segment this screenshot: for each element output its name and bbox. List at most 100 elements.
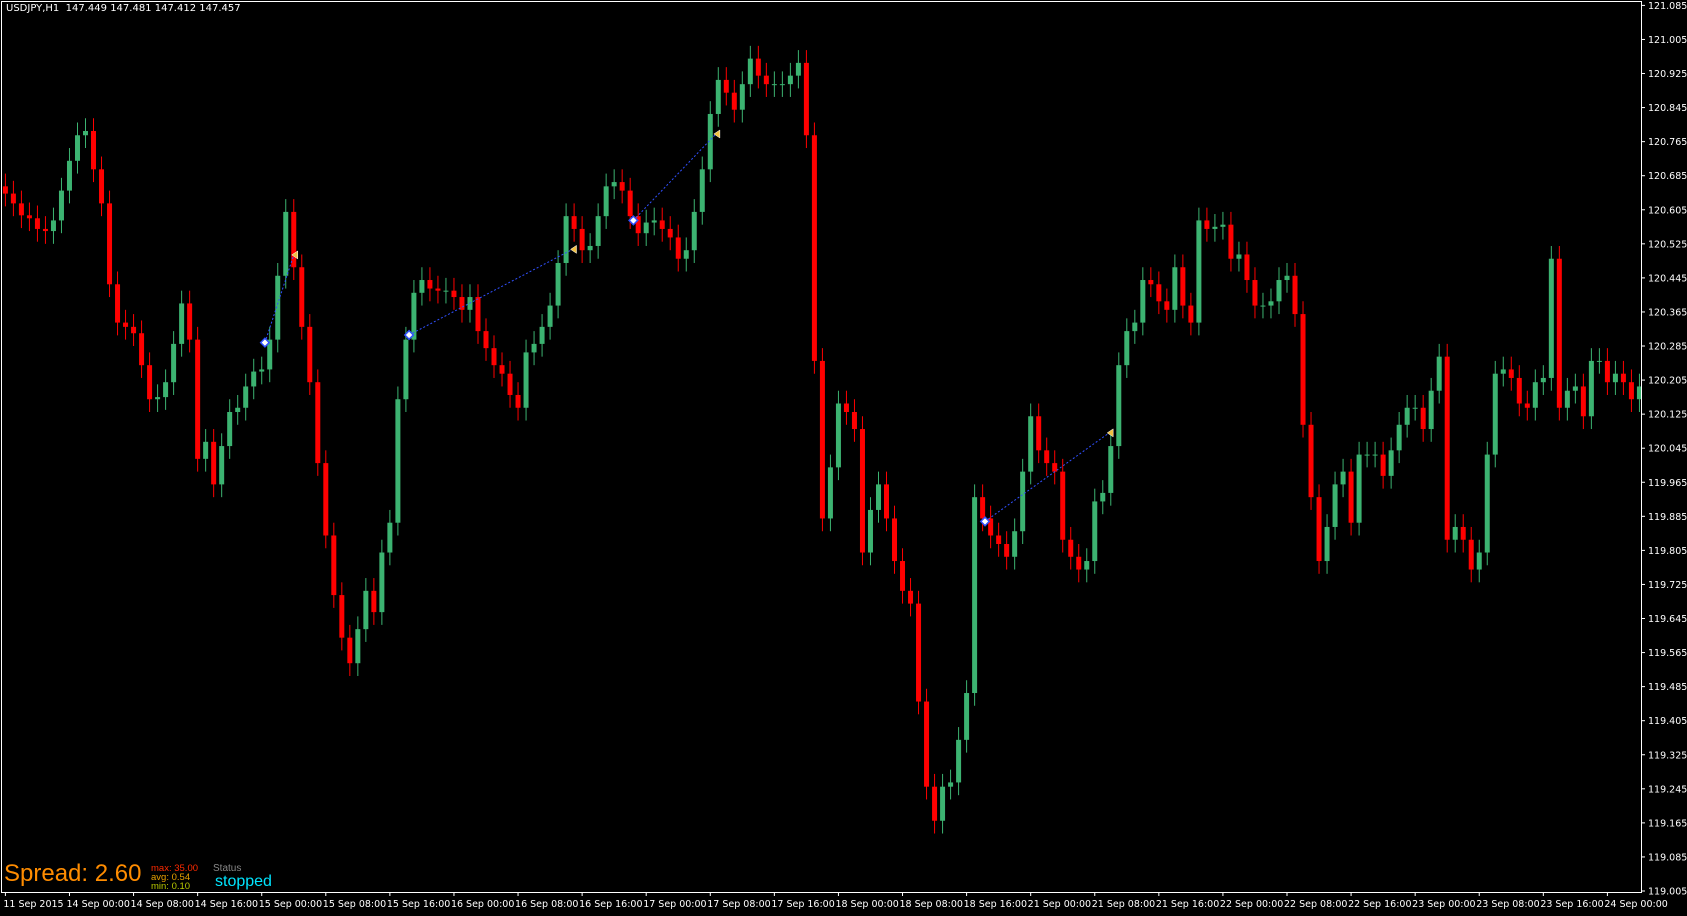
trade-open-marker [259, 337, 271, 348]
candle-bear [115, 284, 121, 323]
candle-bull [739, 84, 745, 110]
candle-bull [1084, 561, 1090, 570]
candle-bear [627, 190, 633, 217]
price-tick-label: 121.005 [1648, 35, 1687, 46]
candle-bear [1628, 382, 1634, 400]
candle-bear [347, 637, 353, 664]
time-tick-label: 21 Sep 08:00 [1092, 899, 1155, 910]
candle-bull [715, 79, 721, 114]
candle-bear [988, 518, 994, 536]
price-tick-label: 119.165 [1648, 818, 1687, 829]
candle-bull [251, 371, 257, 387]
candle-bull [1012, 531, 1018, 557]
price-tick-label: 119.725 [1648, 580, 1687, 591]
candle-bull [827, 467, 833, 519]
time-tick-label: 15 Sep 16:00 [387, 899, 450, 910]
candle-bull [1132, 322, 1138, 332]
candle-bull [235, 407, 241, 413]
candle-bull [1372, 454, 1378, 456]
candle-bull [1572, 386, 1578, 391]
candle-bull [867, 509, 873, 553]
candle-bull [587, 245, 593, 251]
candle-bull [395, 399, 401, 523]
candle-bear [884, 484, 889, 519]
candle-bull [611, 182, 617, 187]
candle-bear [843, 403, 849, 413]
time-tick-label: 11 Sep 2015 [3, 899, 63, 910]
candle-bear [91, 131, 97, 170]
price-tick-label: 120.205 [1648, 376, 1687, 387]
candle-bull [563, 216, 569, 263]
candle-bear [299, 267, 305, 327]
candle-bull [58, 190, 64, 221]
candle-bear [1508, 369, 1514, 378]
candle-bear [1420, 407, 1426, 430]
price-tick-label: 120.365 [1648, 307, 1687, 318]
candle-bull [275, 275, 281, 340]
candle-bear [1228, 224, 1234, 259]
price-tick-label: 119.085 [1648, 852, 1687, 863]
price-tick-label: 120.125 [1648, 410, 1687, 421]
candle-bull [1452, 526, 1458, 540]
candle-bear [635, 216, 641, 234]
candle-bull [595, 216, 601, 246]
candle-bear [892, 518, 898, 562]
candle-bull [940, 786, 946, 821]
candle-bull [1548, 258, 1554, 378]
candle-bear [859, 429, 865, 553]
candle-bull [547, 305, 553, 327]
price-tick-label: 120.605 [1648, 205, 1687, 216]
avg-value: 0.54 [171, 872, 191, 883]
trade-close-marker [570, 244, 577, 254]
candle-bear [99, 169, 105, 204]
candle-bear [307, 326, 313, 383]
candle-bull [1540, 377, 1546, 383]
time-tick-label: 15 Sep 00:00 [259, 899, 322, 910]
candle-bull [1324, 526, 1330, 562]
candle-bear [475, 297, 481, 332]
price-tick-label: 119.325 [1648, 750, 1687, 761]
candle-bull [779, 84, 785, 86]
symbol-label: USDJPY,H1 [6, 3, 60, 14]
candle-bear [1444, 356, 1450, 540]
candle-bear [371, 590, 377, 613]
price-tick-label: 119.885 [1648, 512, 1687, 523]
candle-bear [34, 218, 40, 229]
candle-bear [1516, 377, 1522, 404]
time-tick-label: 18 Sep 16:00 [964, 899, 1027, 910]
time-tick-label: 23 Sep 08:00 [1476, 899, 1539, 910]
candle-bear [675, 237, 681, 259]
candle-bear [515, 394, 521, 408]
candle-bear [147, 365, 153, 400]
price-tick-label: 119.565 [1648, 648, 1687, 659]
candle-bull [203, 441, 209, 459]
candle-bull [787, 75, 793, 85]
candle-bull [1492, 373, 1498, 455]
candle-bear [491, 348, 497, 366]
time-tick-label: 17 Sep 00:00 [643, 899, 706, 910]
candle-bull [1124, 331, 1130, 366]
candle-bull [875, 484, 881, 510]
candle-bear [139, 333, 145, 366]
candle-bull [771, 84, 777, 86]
candle-bull [419, 280, 425, 293]
price-tick-label: 120.685 [1648, 171, 1687, 182]
candle-bull [1396, 424, 1402, 451]
candle-bear [1556, 258, 1562, 408]
candle-bear [131, 326, 137, 334]
candle-bull [74, 135, 80, 161]
candle-bear [851, 412, 857, 430]
candle-bull [1284, 275, 1290, 281]
candle-bear [435, 288, 441, 291]
candle-bull [267, 339, 273, 370]
price-axis[interactable]: 121.085 121.005 120.925 120.845 120.765 120.6… [1641, 1, 1687, 898]
time-axis[interactable]: 11 Sep 2015 14 Sep 00:00 14 Sep 08:00 14 Se… [3, 892, 1668, 910]
candle-bull [1476, 552, 1482, 570]
candle-bear [1068, 539, 1074, 557]
candle-bear [18, 203, 24, 216]
price-tick-label: 119.405 [1648, 716, 1687, 727]
candle-bear [932, 786, 938, 821]
candle-bull [355, 629, 361, 664]
